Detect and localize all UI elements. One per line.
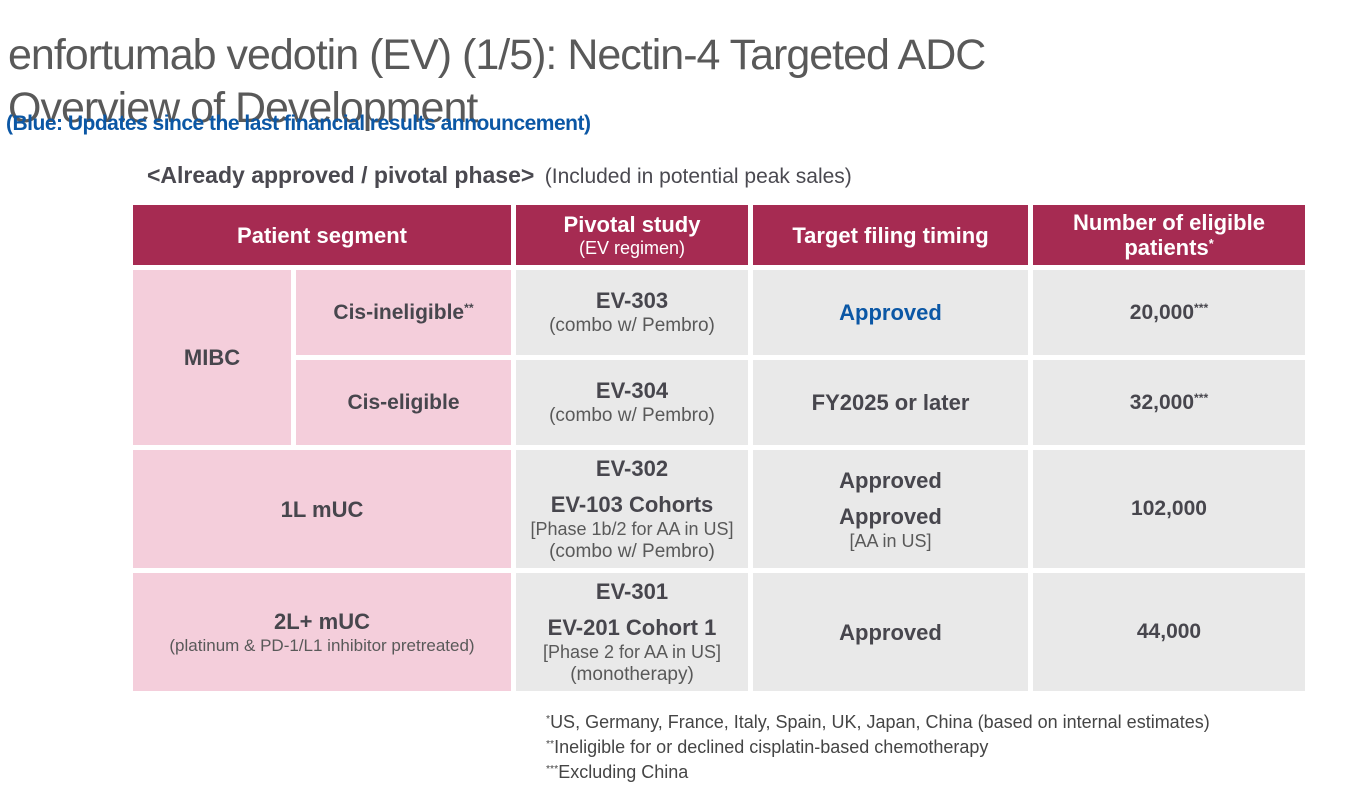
segment-2l-muc-sublabel: (platinum & PD-1/L1 inhibitor pretreated… xyxy=(169,635,475,655)
study-name-2: EV-103 Cohorts xyxy=(550,491,714,517)
cell-segment-cis-eligible: Cis-eligible xyxy=(296,360,511,445)
study-regimen: (combo w/ Pembro) xyxy=(549,405,715,426)
footnote-3-marker: *** xyxy=(546,764,559,776)
eligible-patients-footmark: * xyxy=(1208,235,1214,251)
filing-status: Approved xyxy=(839,300,942,325)
cell-segment-1l-muc: 1L mUC xyxy=(133,450,511,568)
study-regimen: (monotherapy) xyxy=(570,663,694,685)
study-regimen: (combo w/ Pembro) xyxy=(549,540,715,562)
row-cis-eligible: Cis-eligible EV-304 (combo w/ Pembro) FY… xyxy=(133,360,1305,445)
cell-study-ev304: EV-304 (combo w/ Pembro) xyxy=(516,360,748,445)
filing-status-2: Approved xyxy=(839,503,942,529)
page-subtitle: (Blue: Updates since the last financial … xyxy=(6,112,591,135)
page-title: enfortumab vedotin (EV) (1/5): Nectin-4 … xyxy=(8,29,1288,135)
segment-cis-ineligible-label: Cis-ineligible xyxy=(333,300,465,324)
row-1l-muc: 1L mUC EV-302 EV-103 Cohorts [Phase 1b/2… xyxy=(133,450,1305,568)
development-table: Patient segment Pivotal study (EV regime… xyxy=(128,200,1310,696)
segment-1l-muc-label: 1L mUC xyxy=(280,496,364,522)
cell-filing-ev301: Approved xyxy=(753,573,1028,691)
study-phase-note: [Phase 2 for AA in US] xyxy=(542,641,722,662)
cell-filing-ev304: FY2025 or later xyxy=(753,360,1028,445)
cell-segment-mibc: MIBC xyxy=(133,270,291,445)
patients-footmark: *** xyxy=(1194,300,1209,315)
footnote-1: *US, Germany, France, Italy, Spain, UK, … xyxy=(546,710,1210,735)
cell-patients-ev303: 20,000*** xyxy=(1033,270,1305,355)
filing-status: Approved xyxy=(839,619,942,645)
footnote-1-text: US, Germany, France, Italy, Spain, UK, J… xyxy=(550,712,1210,732)
segment-mibc-label: MIBC xyxy=(183,345,241,370)
col-header-eligible-patients: Number of eligible patients* xyxy=(1033,205,1305,265)
section-heading-note: (Included in potential peak sales) xyxy=(544,165,852,188)
page-title-line1: enfortumab vedotin (EV) (1/5): Nectin-4 … xyxy=(8,30,986,79)
footnote-3-text: Excluding China xyxy=(558,762,689,782)
study-name: EV-303 xyxy=(595,288,669,313)
cell-filing-ev303: Approved xyxy=(753,270,1028,355)
study-name-1: EV-301 xyxy=(595,578,669,604)
cell-patients-ev304: 32,000*** xyxy=(1033,360,1305,445)
filing-note: [AA in US] xyxy=(849,530,932,551)
page-title-line2: Overview of Development xyxy=(8,83,478,132)
col-header-patient-segment: Patient segment xyxy=(133,205,511,265)
study-regimen: (combo w/ Pembro) xyxy=(549,315,715,336)
cell-study-ev301: EV-301 EV-201 Cohort 1 [Phase 2 for AA i… xyxy=(516,573,748,691)
footnote-3: ***Excluding China xyxy=(546,760,1210,785)
cell-segment-2l-muc: 2L+ mUC (platinum & PD-1/L1 inhibitor pr… xyxy=(133,573,511,691)
row-cis-ineligible: MIBC Cis-ineligible** EV-303 (combo w/ P… xyxy=(133,270,1305,445)
section-heading-label: <Already approved / pivotal phase> xyxy=(147,162,535,188)
study-phase-note: [Phase 1b/2 for AA in US] xyxy=(530,518,734,539)
col-header-target-filing: Target filing timing xyxy=(753,205,1028,265)
pivotal-study-sublabel: (EV regimen) xyxy=(578,237,686,258)
footnote-2-text: Ineligible for or declined cisplatin-bas… xyxy=(554,737,989,757)
cell-patients-2l-muc: 44,000 xyxy=(1033,573,1305,691)
study-name: EV-304 xyxy=(595,378,669,403)
cell-filing-ev302: Approved Approved [AA in US] xyxy=(753,450,1028,568)
study-name-2: EV-201 Cohort 1 xyxy=(547,614,717,640)
patients-count: 20,000 xyxy=(1129,300,1194,324)
footnote-2: **Ineligible for or declined cisplatin-b… xyxy=(546,735,1210,760)
cell-study-ev303: EV-303 (combo w/ Pembro) xyxy=(516,270,748,355)
row-2l-muc: 2L+ mUC (platinum & PD-1/L1 inhibitor pr… xyxy=(133,573,1305,691)
segment-cis-eligible-label: Cis-eligible xyxy=(347,390,460,414)
patients-count: 32,000 xyxy=(1129,390,1194,414)
study-name-1: EV-302 xyxy=(595,455,669,481)
section-heading: <Already approved / pivotal phase> (Incl… xyxy=(147,162,852,189)
patients-footmark: *** xyxy=(1194,390,1209,405)
col-header-pivotal-study: Pivotal study (EV regimen) xyxy=(516,205,748,265)
footnotes: *US, Germany, France, Italy, Spain, UK, … xyxy=(546,710,1210,785)
patients-count: 102,000 xyxy=(1131,497,1207,520)
footnote-1-marker: * xyxy=(546,714,551,726)
filing-status: FY2025 or later xyxy=(811,390,970,415)
table-header-row: Patient segment Pivotal study (EV regime… xyxy=(133,205,1305,265)
cis-ineligible-footmark: ** xyxy=(464,300,474,315)
filing-status-1: Approved xyxy=(839,467,942,493)
patients-count: 44,000 xyxy=(1136,620,1202,643)
eligible-patients-label: Number of eligible patients xyxy=(1073,210,1265,260)
cell-patients-1l-muc: 102,000 xyxy=(1033,450,1305,568)
segment-2l-muc-label: 2L+ mUC xyxy=(274,608,370,634)
cell-segment-cis-ineligible: Cis-ineligible** xyxy=(296,270,511,355)
footnote-2-marker: ** xyxy=(546,739,555,751)
cell-study-ev302: EV-302 EV-103 Cohorts [Phase 1b/2 for AA… xyxy=(516,450,748,568)
pivotal-study-label: Pivotal study xyxy=(563,211,701,237)
